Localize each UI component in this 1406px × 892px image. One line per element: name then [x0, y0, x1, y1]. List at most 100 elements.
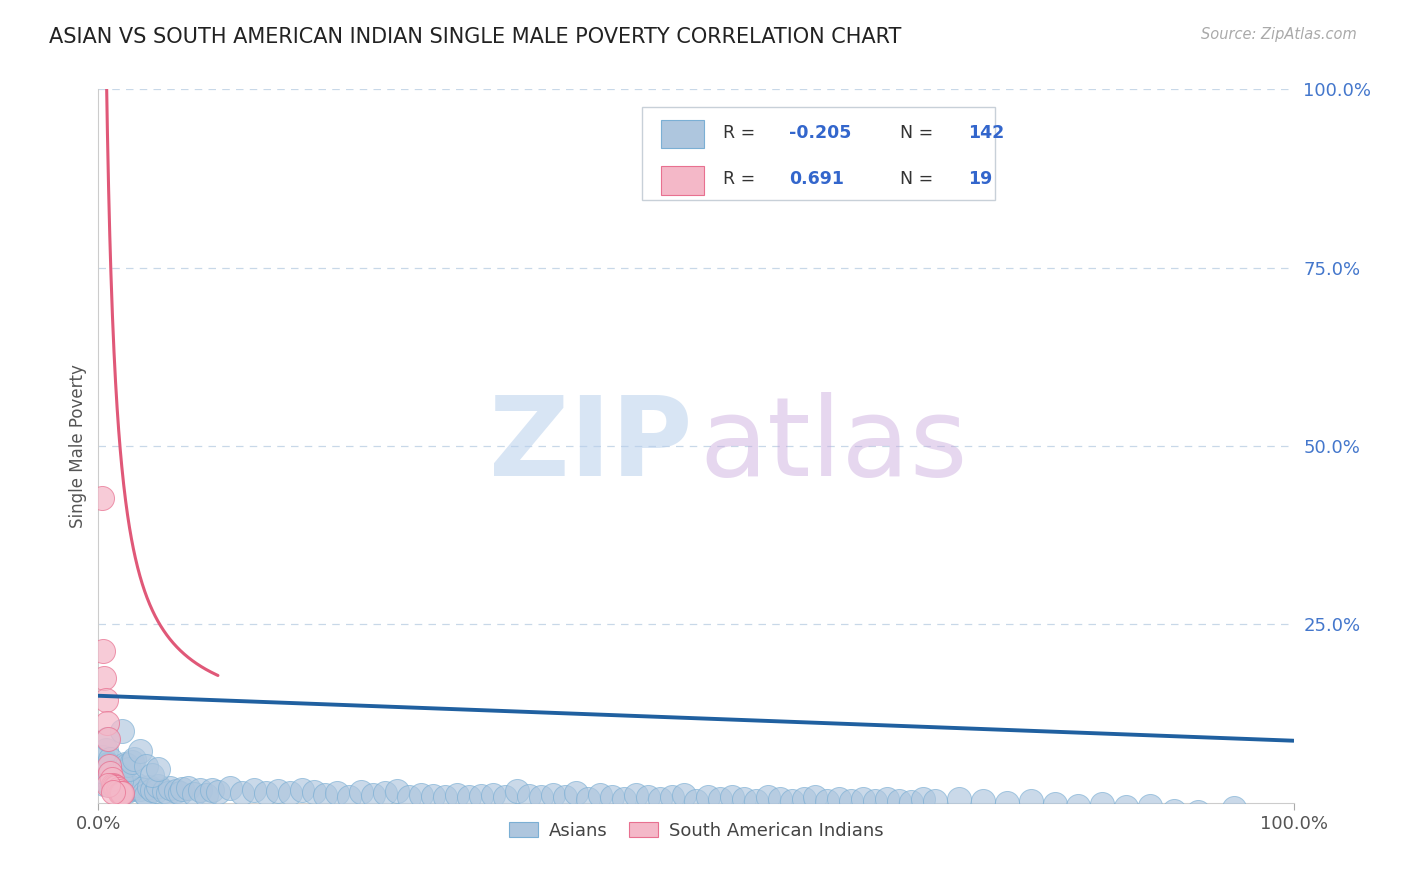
- Point: [745, 719, 768, 733]
- Point: [138, 694, 160, 708]
- Point: [541, 708, 564, 723]
- Point: [118, 662, 141, 676]
- Point: [107, 701, 129, 715]
- Y-axis label: Single Male Poverty: Single Male Poverty: [69, 364, 87, 528]
- Point: [924, 719, 946, 733]
- Point: [201, 699, 224, 714]
- Point: [911, 715, 934, 730]
- Point: [1139, 728, 1161, 742]
- Point: [900, 721, 922, 735]
- Point: [602, 712, 624, 726]
- Point: [733, 715, 755, 730]
- Point: [494, 712, 516, 726]
- Text: ASIAN VS SOUTH AMERICAN INDIAN SINGLE MALE POVERTY CORRELATION CHART: ASIAN VS SOUTH AMERICAN INDIAN SINGLE MA…: [49, 27, 901, 46]
- Point: [434, 712, 457, 726]
- Point: [98, 655, 121, 669]
- Point: [613, 715, 636, 730]
- Point: [626, 708, 648, 723]
- Point: [94, 535, 117, 549]
- Point: [411, 708, 433, 723]
- Point: [530, 712, 553, 726]
- Point: [97, 687, 120, 701]
- Point: [110, 696, 132, 710]
- Point: [169, 705, 191, 719]
- Point: [278, 705, 301, 719]
- Legend: Asians, South American Indians: Asians, South American Indians: [502, 815, 890, 847]
- Point: [93, 665, 115, 680]
- Text: N =: N =: [900, 170, 939, 188]
- Point: [1223, 733, 1246, 747]
- Point: [135, 708, 157, 723]
- FancyBboxPatch shape: [643, 107, 995, 200]
- Point: [107, 669, 129, 683]
- Point: [91, 678, 114, 692]
- Point: [98, 681, 121, 696]
- Point: [101, 703, 124, 717]
- Point: [685, 719, 707, 733]
- Point: [91, 446, 114, 460]
- Point: [100, 685, 122, 699]
- FancyBboxPatch shape: [661, 120, 704, 148]
- Point: [815, 719, 838, 733]
- Text: 19: 19: [969, 170, 993, 188]
- Point: [195, 708, 218, 723]
- Text: ZIP: ZIP: [489, 392, 692, 500]
- Point: [111, 705, 134, 719]
- Point: [565, 705, 588, 719]
- Point: [100, 665, 122, 680]
- Point: [107, 692, 129, 706]
- Point: [97, 651, 120, 665]
- Point: [104, 685, 127, 699]
- Point: [97, 607, 120, 621]
- Point: [1067, 728, 1090, 742]
- Point: [121, 649, 143, 664]
- Point: [101, 690, 124, 705]
- Point: [172, 698, 194, 712]
- Text: N =: N =: [900, 124, 939, 142]
- Point: [156, 705, 179, 719]
- Point: [148, 692, 170, 706]
- Point: [110, 705, 132, 719]
- Point: [107, 671, 129, 685]
- Point: [98, 669, 122, 683]
- Point: [793, 715, 815, 730]
- Point: [219, 696, 242, 710]
- Point: [129, 628, 152, 642]
- Point: [339, 712, 361, 726]
- Point: [124, 642, 146, 657]
- Point: [159, 696, 181, 710]
- Point: [207, 703, 229, 717]
- Point: [422, 710, 444, 724]
- Point: [104, 683, 127, 698]
- Point: [96, 685, 118, 699]
- Point: [148, 662, 170, 676]
- Point: [93, 496, 115, 510]
- Point: [648, 715, 672, 730]
- Text: Source: ZipAtlas.com: Source: ZipAtlas.com: [1201, 27, 1357, 42]
- Point: [96, 578, 118, 592]
- Point: [243, 699, 266, 714]
- Point: [481, 708, 505, 723]
- Point: [101, 689, 124, 703]
- Point: [876, 715, 898, 730]
- Point: [177, 696, 200, 710]
- Point: [385, 701, 409, 715]
- Point: [1019, 719, 1042, 733]
- Point: [114, 694, 136, 708]
- Point: [91, 640, 114, 655]
- Point: [1043, 726, 1066, 740]
- Point: [673, 708, 696, 723]
- Point: [506, 701, 529, 715]
- Point: [105, 694, 128, 708]
- Point: [578, 715, 600, 730]
- Point: [94, 626, 117, 640]
- Text: -0.205: -0.205: [789, 124, 852, 142]
- Point: [804, 712, 827, 726]
- Point: [93, 689, 115, 703]
- Point: [363, 708, 385, 723]
- Point: [129, 698, 152, 712]
- Point: [98, 690, 122, 705]
- Point: [709, 715, 731, 730]
- Point: [101, 680, 124, 694]
- Point: [254, 705, 277, 719]
